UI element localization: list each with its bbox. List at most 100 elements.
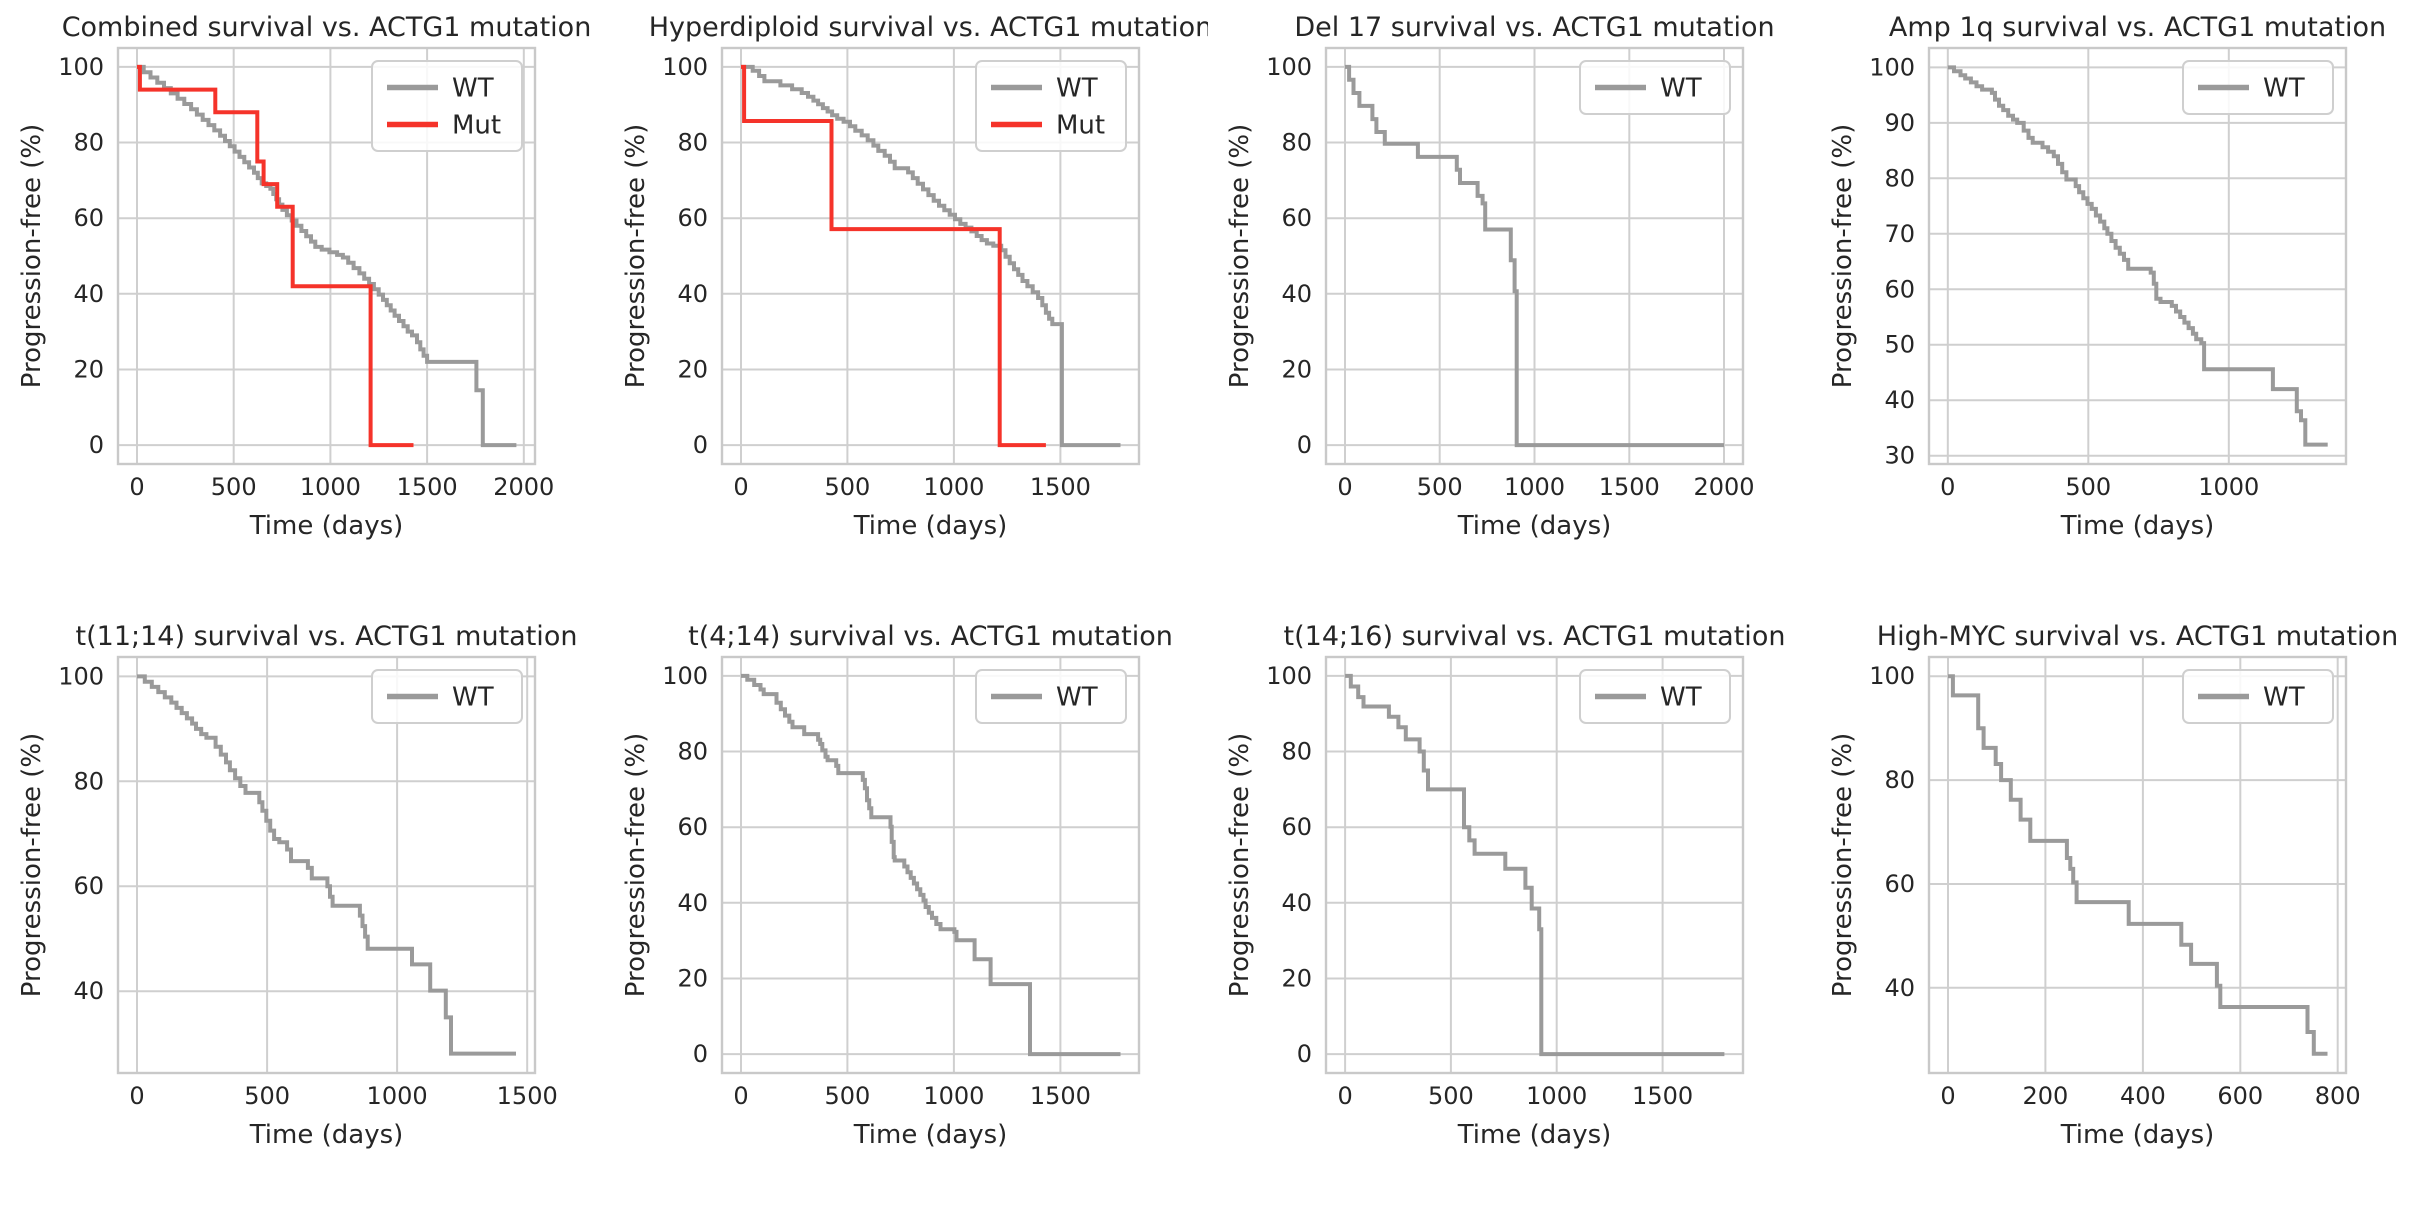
chart-canvas-combined: 0 500 1000 1500 2000 0 20 40 60 80 100 Combined sur… [17, 12, 592, 541]
y-tick-label: 60 [677, 813, 708, 841]
y-tick-label: 20 [73, 356, 104, 384]
x-tick-label: 1000 [300, 473, 361, 501]
x-tick-label: 1000 [1526, 1082, 1587, 1110]
y-tick-label: 60 [73, 204, 104, 232]
y-tick-label: 60 [677, 204, 708, 232]
x-tick-label: 500 [2066, 473, 2112, 501]
legend-label: WT [452, 683, 494, 713]
y-tick-label: 0 [692, 431, 707, 459]
y-tick-label: 0 [89, 431, 104, 459]
legend-label: WT [2263, 683, 2305, 713]
axes-spines [116, 46, 537, 466]
chart-title: t(11;14) survival vs. ACTG1 mutation [76, 621, 578, 652]
x-tick-label: 1500 [397, 473, 458, 501]
y-tick-label: 20 [1281, 356, 1312, 384]
y-tick-label: 60 [73, 872, 104, 900]
survival-curve-wt [1344, 673, 1724, 1057]
legend-label: WT [1056, 683, 1098, 713]
y-tick-label: 60 [1281, 813, 1312, 841]
chart-title: Hyperdiploid survival vs. ACTG1 mutation [648, 12, 1207, 43]
axes-spines [1324, 655, 1744, 1075]
survival-curve-wt [1344, 64, 1724, 448]
axes-spines [720, 46, 1140, 466]
x-tick-label: 1000 [367, 1082, 428, 1110]
survival-curve-wt [740, 64, 1121, 448]
y-axis-label: Progression-free (%) [621, 124, 651, 388]
x-tick-label: 1500 [1030, 1082, 1091, 1110]
x-axis-label: Time (days) [1456, 511, 1611, 541]
x-tick-label: 0 [733, 1082, 748, 1110]
x-tick-label: 0 [129, 473, 144, 501]
axes-spines [720, 655, 1140, 1075]
chart-title: Combined survival vs. ACTG1 mutation [62, 12, 592, 43]
survival-curve-wt [137, 674, 516, 1056]
legend-label: Mut [1056, 111, 1105, 141]
subplot-t14-16: 0 500 1000 1500 0 20 40 60 80 100 t(14;16) surviva… [1208, 609, 1812, 1218]
x-axis-label: Time (days) [852, 511, 1007, 541]
chart-canvas-t4-14: 0 500 1000 1500 0 20 40 60 80 100 t(4;14) survival… [621, 621, 1173, 1150]
subplot-del17: 0 500 1000 1500 2000 0 20 40 60 80 100 Del 17 survi… [1208, 0, 1812, 609]
y-tick-label: 0 [1296, 431, 1311, 459]
survival-curve-mut [137, 64, 414, 448]
x-tick-label: 500 [244, 1082, 290, 1110]
y-tick-label: 20 [677, 356, 708, 384]
y-tick-label: 40 [73, 977, 104, 1005]
y-tick-label: 60 [1885, 275, 1916, 303]
y-tick-label: 40 [1885, 386, 1916, 414]
subplot-amp1q: 0 500 1000 30 40 50 60 70 80 90 100 Amp 1q survival… [1811, 0, 2415, 609]
chart-canvas-t14-16: 0 500 1000 1500 0 20 40 60 80 100 t(14;16) surviva… [1225, 621, 1785, 1150]
y-tick-label: 100 [58, 662, 104, 690]
x-axis-label: Time (days) [2060, 511, 2215, 541]
y-tick-label: 0 [1296, 1040, 1311, 1068]
x-tick-label: 1000 [2199, 473, 2260, 501]
y-tick-label: 40 [73, 280, 104, 308]
axes-spines [1928, 655, 2348, 1075]
chart-title: High-MYC survival vs. ACTG1 mutation [1877, 621, 2398, 652]
chart-canvas-del17: 0 500 1000 1500 2000 0 20 40 60 80 100 Del 17 survi… [1225, 12, 1775, 541]
legend-label: WT [1660, 683, 1702, 713]
axes-spines [1324, 46, 1744, 466]
y-tick-label: 80 [677, 738, 708, 766]
x-tick-label: 1500 [1632, 1082, 1693, 1110]
x-tick-label: 500 [824, 473, 870, 501]
x-tick-label: 2000 [493, 473, 554, 501]
x-tick-label: 200 [2023, 1082, 2069, 1110]
x-tick-label: 0 [1940, 473, 1955, 501]
x-tick-label: 400 [2120, 1082, 2166, 1110]
legend-box [2182, 669, 2335, 724]
y-tick-label: 100 [662, 53, 708, 81]
legend-box [2182, 60, 2335, 115]
axes-spines [1928, 46, 2348, 466]
legend-box [1578, 60, 1731, 115]
y-tick-label: 80 [73, 129, 104, 157]
y-tick-label: 60 [1281, 204, 1312, 232]
x-axis-label: Time (days) [852, 1120, 1007, 1150]
y-tick-label: 40 [1281, 889, 1312, 917]
plot-background [1929, 657, 2347, 1073]
chart-title: Amp 1q survival vs. ACTG1 mutation [1889, 12, 2386, 43]
y-tick-label: 20 [1281, 965, 1312, 993]
y-tick-label: 80 [1885, 164, 1916, 192]
y-tick-label: 90 [1885, 109, 1916, 137]
x-tick-label: 0 [733, 473, 748, 501]
survival-curve-wt [740, 673, 1121, 1057]
x-tick-label: 1000 [923, 473, 984, 501]
y-tick-label: 80 [73, 767, 104, 795]
x-tick-label: 1500 [497, 1082, 558, 1110]
plot-background [1325, 657, 1743, 1073]
y-tick-label: 30 [1885, 442, 1916, 470]
x-axis-label: Time (days) [1456, 1120, 1611, 1150]
y-axis-label: Progression-free (%) [17, 124, 47, 388]
legend-label: WT [2263, 74, 2305, 104]
legend-label: WT [1660, 74, 1702, 104]
x-tick-label: 500 [1416, 473, 1462, 501]
x-tick-label: 0 [129, 1082, 144, 1110]
y-tick-label: 60 [1885, 870, 1916, 898]
y-tick-label: 100 [1266, 53, 1312, 81]
chart-title: t(14;16) survival vs. ACTG1 mutation [1283, 621, 1785, 652]
y-tick-label: 100 [58, 53, 104, 81]
y-tick-label: 80 [1281, 738, 1312, 766]
x-axis-label: Time (days) [249, 1120, 404, 1150]
subplot-hyperdiploid: 0 500 1000 1500 0 20 40 60 80 100 Hyperdiploid sur… [604, 0, 1208, 609]
y-tick-label: 40 [1885, 974, 1916, 1002]
